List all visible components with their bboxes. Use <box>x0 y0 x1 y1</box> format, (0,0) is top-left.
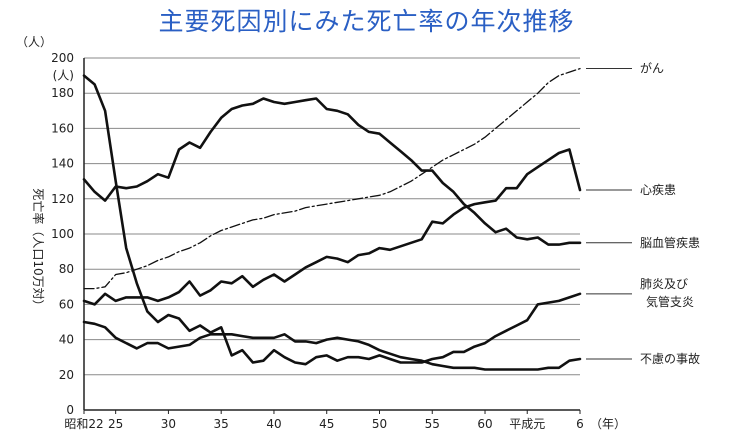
x-tick-label: 25 <box>108 417 123 431</box>
y-tick-label: 40 <box>59 333 74 347</box>
x-tick-label: 55 <box>425 417 440 431</box>
series-label: 脳血管疾患 <box>640 235 700 250</box>
x-tick-label: 45 <box>319 417 334 431</box>
x-unit-label: （年） <box>590 417 626 431</box>
chart-title: 主要死因別にみた死亡率の年次推移 <box>158 7 575 36</box>
series-label: がん <box>640 61 664 76</box>
y-tick-label: 160 <box>51 121 74 135</box>
series-line <box>82 97 582 246</box>
y-tick-label: 80 <box>59 262 74 276</box>
y-tick-label: 20 <box>59 368 74 382</box>
x-tick-label: 昭和22 <box>64 417 103 431</box>
y-unit-axis-label: (人) <box>53 69 74 83</box>
series-line <box>83 67 581 290</box>
y-axis-title: 死亡率（人口10万対） <box>31 188 46 311</box>
x-tick-label: 30 <box>161 417 176 431</box>
series-label: 不慮の事故 <box>640 351 700 366</box>
y-tick-label: 0 <box>66 403 74 417</box>
series-lines <box>82 67 582 371</box>
x-tick-label: 60 <box>477 417 492 431</box>
series-line <box>82 320 582 371</box>
x-tick-label: 平成元 <box>509 417 545 431</box>
series-line <box>82 74 582 366</box>
y-tick-label: 60 <box>59 297 74 311</box>
axes: 0 20 40 60 80 100 120 140 160 180 200 昭和22 25 30 35 40 4… <box>51 51 584 431</box>
series-label: 心疾患 <box>640 182 676 197</box>
y-tick-label: 140 <box>51 157 74 171</box>
x-tick-label: 50 <box>372 417 387 431</box>
series-label: 肺炎及び気管支炎 <box>640 277 694 309</box>
x-tick-label: 35 <box>214 417 229 431</box>
y-tick-label: 200 <box>51 51 74 65</box>
y-tick-label: 180 <box>51 86 74 100</box>
y-unit-top-label: （人） <box>16 35 52 49</box>
x-tick-label: 40 <box>266 417 281 431</box>
x-tick-label: 6 <box>576 417 584 431</box>
series-line <box>82 148 582 306</box>
y-tick-label: 100 <box>51 227 74 241</box>
y-tick-label: 120 <box>51 192 74 206</box>
